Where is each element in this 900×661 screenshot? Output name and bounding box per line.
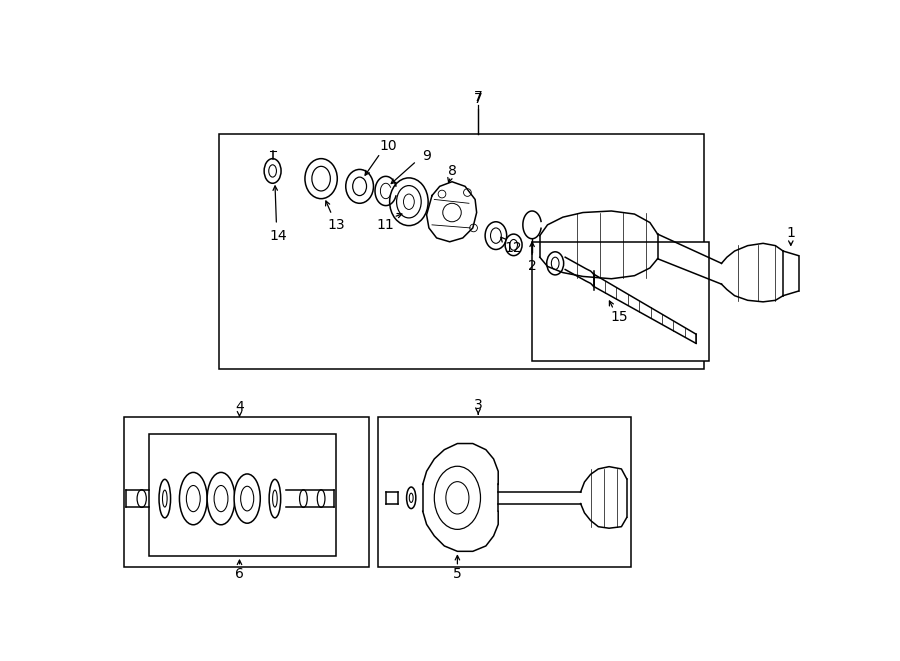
Ellipse shape	[410, 493, 413, 502]
Ellipse shape	[390, 178, 428, 225]
Ellipse shape	[269, 479, 281, 518]
Ellipse shape	[179, 473, 207, 525]
Ellipse shape	[305, 159, 338, 199]
Text: 13: 13	[328, 218, 346, 232]
Text: 12: 12	[505, 241, 522, 255]
Text: 4: 4	[235, 401, 244, 414]
Ellipse shape	[273, 490, 277, 507]
Ellipse shape	[186, 485, 200, 512]
Text: 1: 1	[787, 225, 796, 239]
Ellipse shape	[264, 159, 281, 183]
Ellipse shape	[137, 490, 147, 508]
Text: 8: 8	[447, 164, 456, 178]
Text: 3: 3	[473, 398, 482, 412]
Ellipse shape	[214, 485, 228, 512]
Ellipse shape	[312, 167, 330, 191]
Ellipse shape	[346, 169, 374, 204]
Text: 9: 9	[422, 149, 431, 163]
Ellipse shape	[163, 490, 167, 507]
Ellipse shape	[407, 487, 416, 508]
Ellipse shape	[552, 257, 559, 270]
Bar	[149, 434, 336, 556]
Text: 7: 7	[473, 93, 482, 106]
Ellipse shape	[403, 194, 414, 210]
Ellipse shape	[159, 479, 171, 518]
Text: 14: 14	[269, 229, 287, 243]
Ellipse shape	[546, 252, 563, 275]
Bar	[219, 134, 704, 369]
Text: 2: 2	[527, 259, 536, 274]
Ellipse shape	[269, 165, 276, 177]
Text: 11: 11	[377, 218, 395, 232]
Text: 6: 6	[235, 567, 244, 582]
Ellipse shape	[446, 482, 469, 514]
Ellipse shape	[485, 222, 507, 249]
Ellipse shape	[353, 177, 366, 196]
Ellipse shape	[435, 466, 481, 529]
Ellipse shape	[318, 490, 325, 508]
Text: 15: 15	[610, 310, 628, 325]
Bar	[378, 416, 631, 566]
Ellipse shape	[300, 490, 307, 508]
Ellipse shape	[491, 228, 501, 243]
Text: 5: 5	[453, 567, 462, 582]
Ellipse shape	[397, 186, 421, 218]
Ellipse shape	[505, 234, 522, 256]
Ellipse shape	[207, 473, 235, 525]
Text: 7: 7	[473, 90, 482, 104]
Ellipse shape	[509, 239, 518, 251]
Bar	[124, 416, 369, 566]
Bar	[532, 242, 709, 361]
Text: 10: 10	[379, 139, 397, 153]
Ellipse shape	[240, 486, 254, 511]
Ellipse shape	[234, 474, 260, 524]
